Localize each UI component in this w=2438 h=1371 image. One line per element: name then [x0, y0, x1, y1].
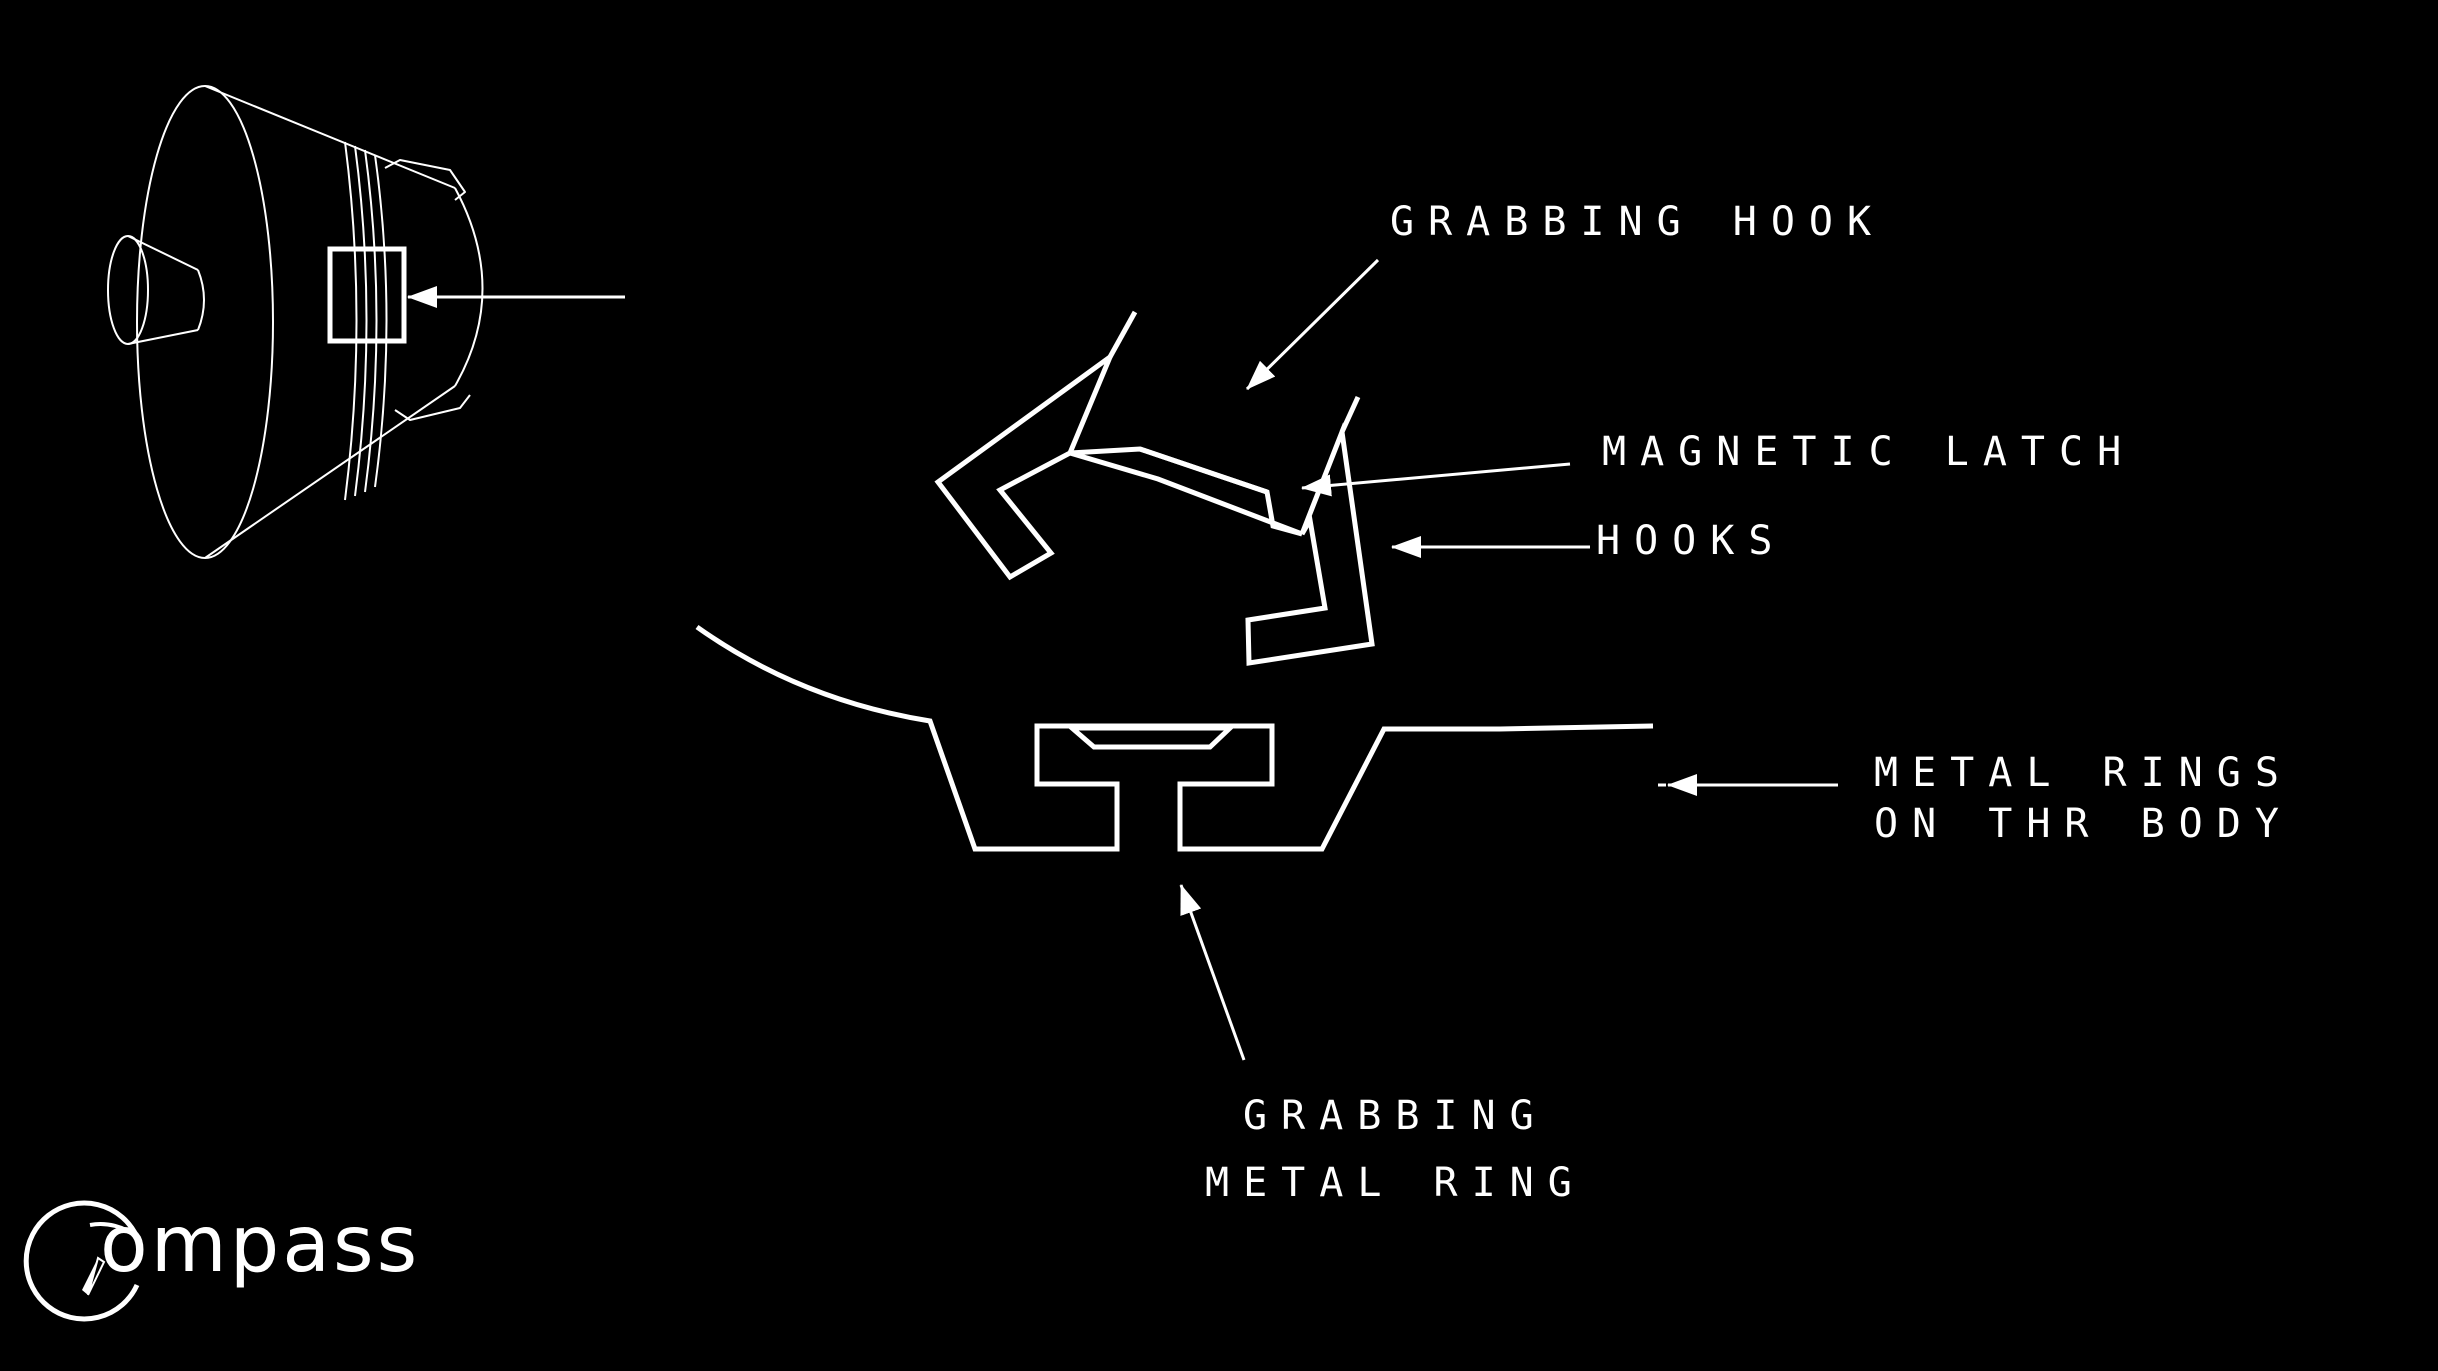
metal-rings-label-line2: ON THR BODY [1874, 801, 2293, 847]
right-hook-shape [1245, 422, 1375, 666]
magnetic-latch-arrow [1301, 462, 1571, 497]
compass-c-icon [23, 1200, 140, 1322]
left-hook-shape [934, 349, 1116, 581]
grabbing-hook-arrow [1245, 258, 1380, 391]
grabbing-metal-ring-arrow [1179, 884, 1246, 1061]
hooks-label: HOOKS [1596, 518, 1787, 564]
capsule-illustration [107, 85, 484, 559]
grabbing-metal-ring-label-line2: METAL RING [1205, 1160, 1586, 1206]
grabbing-metal-ring-label-line1: GRABBING [1243, 1093, 1548, 1139]
magnetic-latch-shape [1069, 446, 1303, 537]
grabbing-hook-label: GRABBING HOOK [1390, 199, 1886, 245]
logo-wordmark: ompass [100, 1200, 421, 1290]
metal-rings-label-line1: METAL RINGS [1874, 750, 2293, 796]
ring-groove-shape [1065, 725, 1237, 750]
magnetic-latch-label: MAGNETIC LATCH [1602, 429, 2136, 475]
metal-ring-profile [695, 624, 1654, 852]
